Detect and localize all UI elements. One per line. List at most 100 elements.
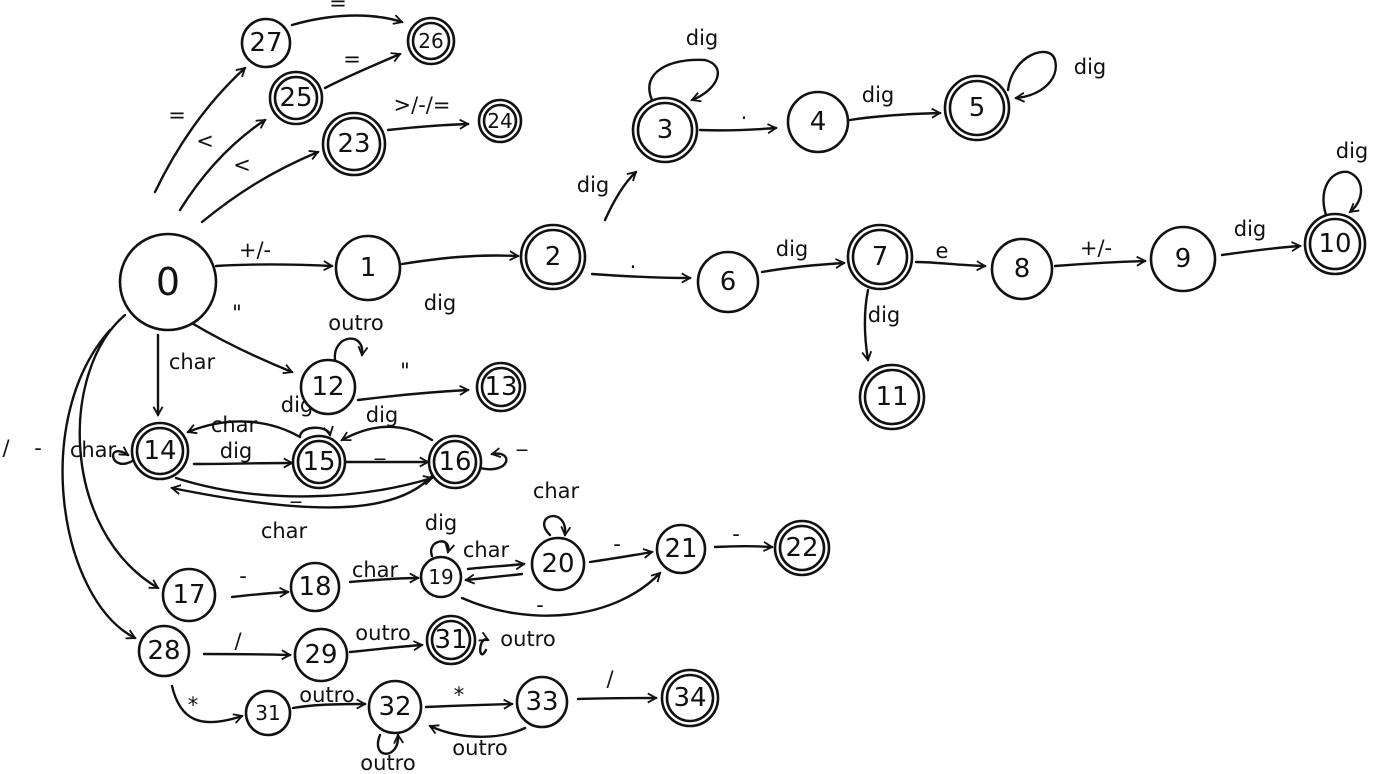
final-state-ring (430, 619, 472, 661)
final-state-ring (411, 21, 451, 61)
transition-12-to-12: outro (328, 311, 384, 362)
transition-label: - (732, 522, 740, 546)
transition-arrow (430, 726, 527, 738)
state-15-final: 15 (291, 434, 347, 490)
state-label: 21 (664, 534, 697, 564)
state-17: 17 (161, 567, 217, 623)
final-state-ring (273, 75, 319, 121)
transition-label: dig (425, 511, 458, 535)
state-circle (419, 555, 463, 599)
transition-arrow (1053, 261, 1145, 268)
transition-14-to-16: _ (174, 478, 432, 504)
state-label: 33 (525, 687, 558, 717)
final-state-ring (948, 79, 1006, 137)
transition-label: < (196, 129, 214, 153)
state-circle (655, 523, 707, 575)
transition-0-to-23: < (200, 152, 318, 224)
state-label: 2 (545, 242, 562, 272)
state-24-final: 24 (477, 98, 523, 144)
transition-arrow (713, 546, 772, 547)
transition-label: dig (1074, 55, 1107, 79)
transition-7-to-11: dig (865, 288, 901, 360)
transition-arrow (192, 463, 292, 464)
transition-16-to-14: char (172, 474, 434, 543)
state-label: 26 (418, 29, 443, 53)
state-14-final: 14 (130, 421, 190, 481)
state-label: 15 (302, 447, 335, 477)
state-circle (696, 250, 760, 314)
transition-32-to-32: outro (360, 735, 416, 774)
state-31a-final: 31 (425, 614, 477, 666)
transition-28-to-29: / (202, 629, 290, 655)
transition-label: outro (500, 627, 555, 651)
state-label: 1 (360, 253, 377, 283)
final-state-ring (482, 103, 518, 139)
transition-arrow (1006, 50, 1057, 98)
transition-label: +/- (1080, 236, 1112, 260)
state-label: 18 (298, 572, 331, 602)
final-state-ring (524, 228, 582, 286)
state-label: 11 (875, 382, 908, 412)
final-state-ring (135, 426, 185, 476)
state-label: 31 (255, 701, 280, 725)
transition-arrow (576, 698, 656, 699)
state-16-final: 16 (427, 434, 483, 490)
state-circle (289, 561, 341, 613)
transition-arrow (478, 454, 508, 471)
transition-9-to-10: dig (1220, 217, 1300, 257)
transition-31a-to-31a: outro (480, 627, 556, 656)
transition-arrow (78, 313, 158, 590)
state-13-final: 13 (475, 361, 527, 413)
transition-label: dig (1336, 139, 1369, 163)
state-label: 12 (311, 372, 344, 402)
state-6: 6 (696, 250, 760, 314)
transition-arrow (188, 320, 292, 372)
transition-14-to-15: dig (192, 439, 292, 464)
state-7-final: 7 (846, 223, 914, 291)
state-circle (367, 679, 423, 735)
transition-arrow (172, 474, 434, 509)
state-circle (161, 567, 217, 623)
transition-label: outro (452, 736, 507, 760)
state-label: 22 (785, 533, 818, 563)
transition-2-to-6: . (590, 249, 690, 278)
transition-arrow (202, 654, 290, 655)
transition-arrow (61, 328, 135, 638)
transition-19-to-21: - (460, 573, 660, 617)
transition-0-to-12: " (188, 301, 292, 372)
state-21: 21 (655, 523, 707, 575)
transition-arrow (230, 592, 288, 599)
final-state-ring (665, 673, 715, 723)
transition-arrow (348, 578, 418, 582)
final-state-ring (863, 368, 921, 426)
transition-label: char (261, 519, 308, 543)
state-circle (530, 536, 586, 592)
state-label: 16 (438, 447, 471, 477)
transition-2-to-3: dig (577, 172, 636, 222)
state-label: 28 (147, 636, 180, 666)
transition-28-to-31b: * (170, 684, 242, 722)
transition-arrow (291, 704, 365, 708)
transition-4-to-5: dig (848, 83, 940, 122)
transition-20-to-21: - (588, 532, 652, 564)
transition-label: = (343, 47, 361, 71)
transition-label: e (936, 239, 949, 263)
transition-arrow (153, 68, 245, 194)
state-label: 6 (720, 267, 737, 297)
state-label: 23 (337, 129, 370, 159)
state-9: 9 (1149, 225, 1217, 293)
transition-label: char (463, 538, 510, 562)
transition-18-to-19: char (348, 558, 418, 582)
state-31b: 31 (244, 689, 292, 737)
state-18: 18 (289, 561, 341, 613)
state-32: 32 (367, 679, 423, 735)
state-circle (515, 675, 569, 729)
transition-arrow (698, 128, 776, 130)
transition-label: dig (868, 303, 901, 327)
transition-label: " (400, 359, 410, 383)
transition-arrow (542, 515, 565, 535)
transition-14-to-14: char (70, 438, 136, 465)
state-label: 29 (304, 640, 337, 670)
transition-arrow (323, 54, 400, 90)
